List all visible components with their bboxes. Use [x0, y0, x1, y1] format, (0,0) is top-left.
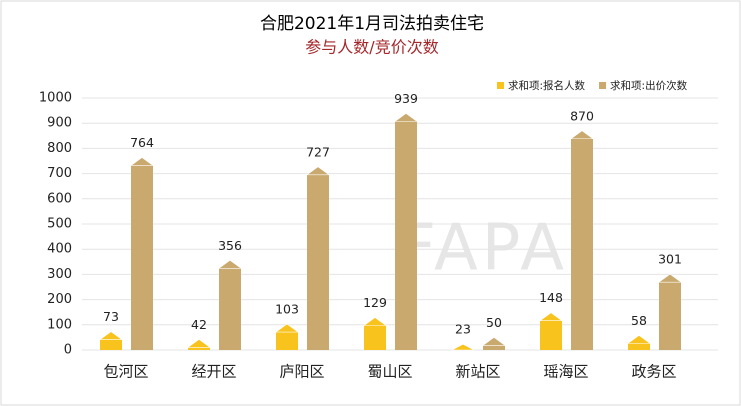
data-label: 73: [103, 309, 119, 324]
y-tick-label: 1000: [39, 91, 72, 106]
legend-label: 求和项:出价次数: [610, 79, 688, 92]
x-tick-label: 蜀山区: [367, 363, 412, 381]
data-label: 148: [539, 290, 563, 305]
y-tick-label: 400: [47, 242, 72, 257]
bar-cap: [627, 335, 651, 344]
data-label: 870: [570, 108, 594, 123]
bar-cap: [363, 317, 387, 326]
bar: [483, 345, 505, 350]
x-tick-label: 庐阳区: [279, 363, 324, 381]
y-tick-label: 100: [47, 317, 72, 332]
data-label: 42: [191, 317, 207, 332]
y-tick-label: 300: [47, 267, 72, 282]
bar-cap: [539, 312, 563, 322]
bar-cap: [99, 331, 123, 340]
data-label: 50: [486, 315, 502, 330]
data-label: 301: [658, 252, 682, 267]
bar-cap: [130, 157, 154, 166]
chart-subtitle: 参与人数/竞价次数: [305, 38, 438, 57]
data-label: 23: [455, 322, 471, 337]
bar: [219, 268, 241, 350]
y-tick-label: 900: [47, 116, 72, 131]
x-tick-label: 包河区: [103, 363, 148, 381]
y-tick-label: 200: [47, 292, 72, 307]
bar: [307, 174, 329, 350]
y-tick-label: 0: [64, 343, 72, 358]
bar: [659, 282, 681, 350]
y-tick-label: 600: [47, 191, 72, 206]
bar-cap: [275, 323, 299, 333]
bar: [395, 121, 417, 350]
y-tick-label: 500: [47, 217, 72, 232]
bar-cap: [658, 273, 682, 283]
x-tick-label: 新站区: [455, 363, 500, 381]
legend-label: 求和项:报名人数: [508, 79, 586, 92]
bar-cap: [482, 337, 506, 346]
data-label: 356: [218, 238, 242, 253]
bar: [628, 343, 650, 350]
bar-cap: [394, 113, 418, 122]
bar: [540, 320, 562, 350]
bar: [571, 138, 593, 350]
data-label: 58: [631, 313, 647, 328]
y-tick-label: 700: [47, 166, 72, 181]
bar: [131, 165, 153, 350]
x-tick-label: 瑶海区: [543, 363, 588, 381]
data-label: 764: [130, 135, 154, 150]
bar: [276, 332, 298, 350]
bar-cap: [570, 130, 594, 140]
data-label: 129: [363, 295, 387, 310]
bar-cap: [451, 343, 475, 351]
bar-cap: [218, 259, 242, 269]
y-tick-label: 800: [47, 141, 72, 156]
legend-swatch: [599, 82, 607, 89]
bar: [188, 347, 210, 350]
data-label: 103: [275, 302, 299, 317]
bar-cap: [306, 166, 330, 176]
data-label: 727: [306, 144, 330, 159]
bar-cap: [187, 339, 211, 348]
x-tick-label: 经开区: [191, 363, 236, 381]
legend-swatch: [497, 82, 504, 89]
bar: [364, 325, 386, 350]
bar: [100, 339, 122, 350]
x-tick-label: 政务区: [631, 363, 676, 381]
chart-title: 合肥2021年1月司法拍卖住宅: [260, 14, 484, 34]
data-label: 939: [394, 91, 418, 106]
